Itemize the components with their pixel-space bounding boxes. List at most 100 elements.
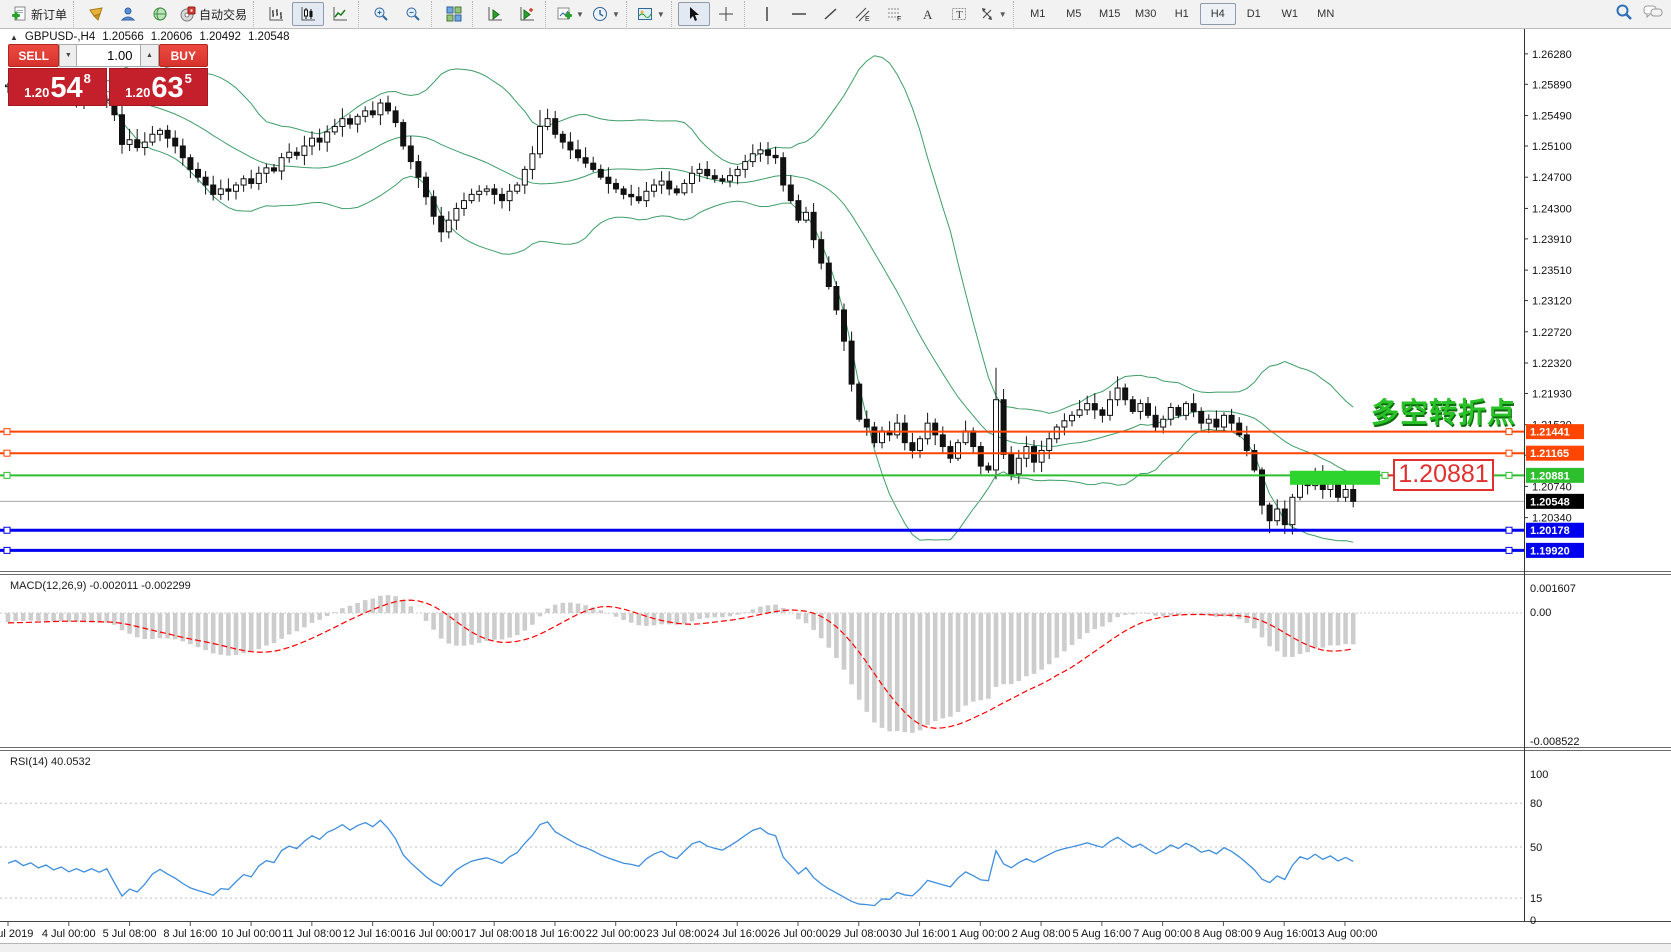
turning-point-annotation[interactable]: 多空转折点 [1370, 397, 1516, 428]
toolbar-group-timeframes: M1 M5 M15 M30 H1 H4 D1 W1 MN [1012, 1, 1344, 27]
line-handle[interactable] [3, 428, 11, 436]
add-chart-button[interactable]: ▼ [552, 2, 588, 26]
candlestick-chart-button[interactable] [292, 2, 325, 26]
period-clock-dropdown-arrow[interactable]: ▼ [611, 9, 620, 19]
y-axis-tick: 1.24700 [1532, 172, 1572, 184]
add-chart-dropdown-arrow[interactable]: ▼ [576, 9, 584, 19]
candle [461, 192, 467, 216]
timeframe-mn-button[interactable]: MN [1317, 8, 1335, 20]
timeframe-d1-button[interactable]: D1 [1246, 8, 1261, 20]
expand-chart-icon[interactable]: ▲ [10, 32, 18, 42]
candle [134, 128, 141, 152]
hline-1.21441[interactable] [0, 428, 1524, 436]
x-axis-label: 2 Aug 08:00 [1012, 928, 1071, 940]
svg-text:T: T [956, 9, 963, 21]
signals-button[interactable] [144, 2, 176, 26]
vertical-line-button[interactable] [751, 2, 783, 26]
data-window-button[interactable] [112, 2, 144, 26]
line-handle[interactable] [3, 526, 11, 534]
autotrading-button[interactable]: 自动交易 [176, 2, 251, 26]
timeframe-m15-button[interactable]: M15 [1099, 8, 1121, 20]
line-chart-button[interactable] [324, 2, 356, 26]
candle [613, 178, 619, 194]
zoom-in-button[interactable] [365, 2, 397, 26]
fibonacci-button[interactable]: F [879, 2, 911, 26]
symbol-name: GBPUSD-,H4 [24, 31, 96, 43]
arrows-button[interactable]: ▼ [975, 2, 1011, 26]
sell-button[interactable]: SELL [8, 44, 60, 67]
timeframe-m30-button[interactable]: M30 [1135, 8, 1157, 20]
line-handle[interactable] [3, 546, 11, 554]
hline-1.20178[interactable] [0, 526, 1524, 534]
buy-button[interactable]: BUY [158, 44, 208, 67]
line-handle[interactable] [1505, 546, 1513, 554]
volume-increase-button[interactable]: ▲ [140, 44, 159, 67]
hline-1.19920[interactable] [0, 546, 1524, 554]
text-button[interactable]: A [911, 2, 943, 26]
arrows-dropdown-arrow[interactable]: ▼ [998, 9, 1007, 19]
volume-decrease-button[interactable]: ▼ [59, 44, 78, 67]
search-icon[interactable] [1615, 3, 1633, 26]
crosshair-button[interactable] [710, 2, 742, 26]
timeframe-h4-button[interactable]: H4 [1199, 3, 1236, 25]
price-callout-label[interactable]: 1.20881 [1393, 459, 1494, 491]
candle [711, 169, 718, 183]
candle [172, 130, 179, 154]
timeframe-h1-button[interactable]: H1 [1174, 8, 1189, 20]
zoom-out-button[interactable] [397, 2, 429, 26]
equidistant-channel-button[interactable]: E [847, 2, 879, 26]
period-clock-button[interactable]: ▼ [588, 2, 624, 26]
candle [780, 152, 787, 192]
buy-price-panel[interactable]: 1.20 63 5 [109, 68, 208, 106]
candle [529, 146, 536, 180]
data-window-icon [120, 6, 136, 22]
line-handle[interactable] [1505, 526, 1513, 534]
timeframe-m5-button[interactable]: M5 [1066, 8, 1082, 20]
y-axis-tick: 1.25890 [1532, 79, 1572, 91]
buy-price-pip: 5 [184, 71, 192, 86]
cursor-button[interactable] [677, 2, 710, 26]
text-label-button[interactable]: T [943, 2, 975, 26]
hline-1.20881[interactable] [0, 471, 1524, 479]
horizontal-line-button[interactable] [783, 2, 815, 26]
green-rectangle-object[interactable] [1290, 470, 1380, 485]
candle [1251, 444, 1258, 473]
templates-button[interactable]: ▼ [633, 2, 669, 26]
rsi-indicator-label: RSI(14) 40.0532 [10, 756, 91, 768]
timeframe-w1-button[interactable]: W1 [1281, 8, 1298, 20]
timeframe-m1-button[interactable]: M1 [1030, 8, 1046, 20]
line-handle[interactable] [3, 471, 11, 479]
trendline-button[interactable] [815, 2, 847, 26]
chart-play-button[interactable] [479, 2, 511, 26]
buy-price-big: 63 [151, 72, 184, 104]
autotrading-icon [180, 6, 196, 22]
candle [681, 179, 688, 196]
chat-icon[interactable] [1643, 4, 1663, 25]
candle [514, 182, 521, 195]
x-axis-label: 30 Jul 16:00 [890, 928, 950, 940]
tile-windows-button[interactable] [438, 2, 470, 26]
x-axis-label: 12 Jul 16:00 [343, 928, 403, 940]
line-handle[interactable] [1381, 471, 1389, 479]
candle [1114, 376, 1121, 406]
profiles-button[interactable] [80, 2, 112, 26]
line-handle[interactable] [3, 449, 11, 457]
candle [689, 166, 695, 194]
chart-play-icon [487, 6, 503, 22]
new-order-button[interactable]: 新订单 [8, 2, 71, 26]
candle [217, 179, 224, 200]
toolbar-group-orders: 新订单 [2, 1, 71, 27]
y-axis-tick: 1.20740 [1532, 481, 1572, 493]
line-handle[interactable] [1505, 428, 1513, 436]
candle [263, 163, 270, 183]
candle [483, 185, 490, 196]
chart-step-button[interactable] [511, 2, 543, 26]
sell-price-panel[interactable]: 1.20 54 8 [8, 68, 107, 106]
hline-1.21165[interactable] [0, 449, 1524, 457]
volume-input[interactable]: 1.00 [77, 44, 141, 67]
templates-dropdown-arrow[interactable]: ▼ [656, 9, 665, 19]
bar-chart-button[interactable] [260, 2, 292, 26]
line-handle[interactable] [1505, 471, 1513, 479]
candle [727, 167, 733, 188]
line-handle[interactable] [1505, 449, 1513, 457]
